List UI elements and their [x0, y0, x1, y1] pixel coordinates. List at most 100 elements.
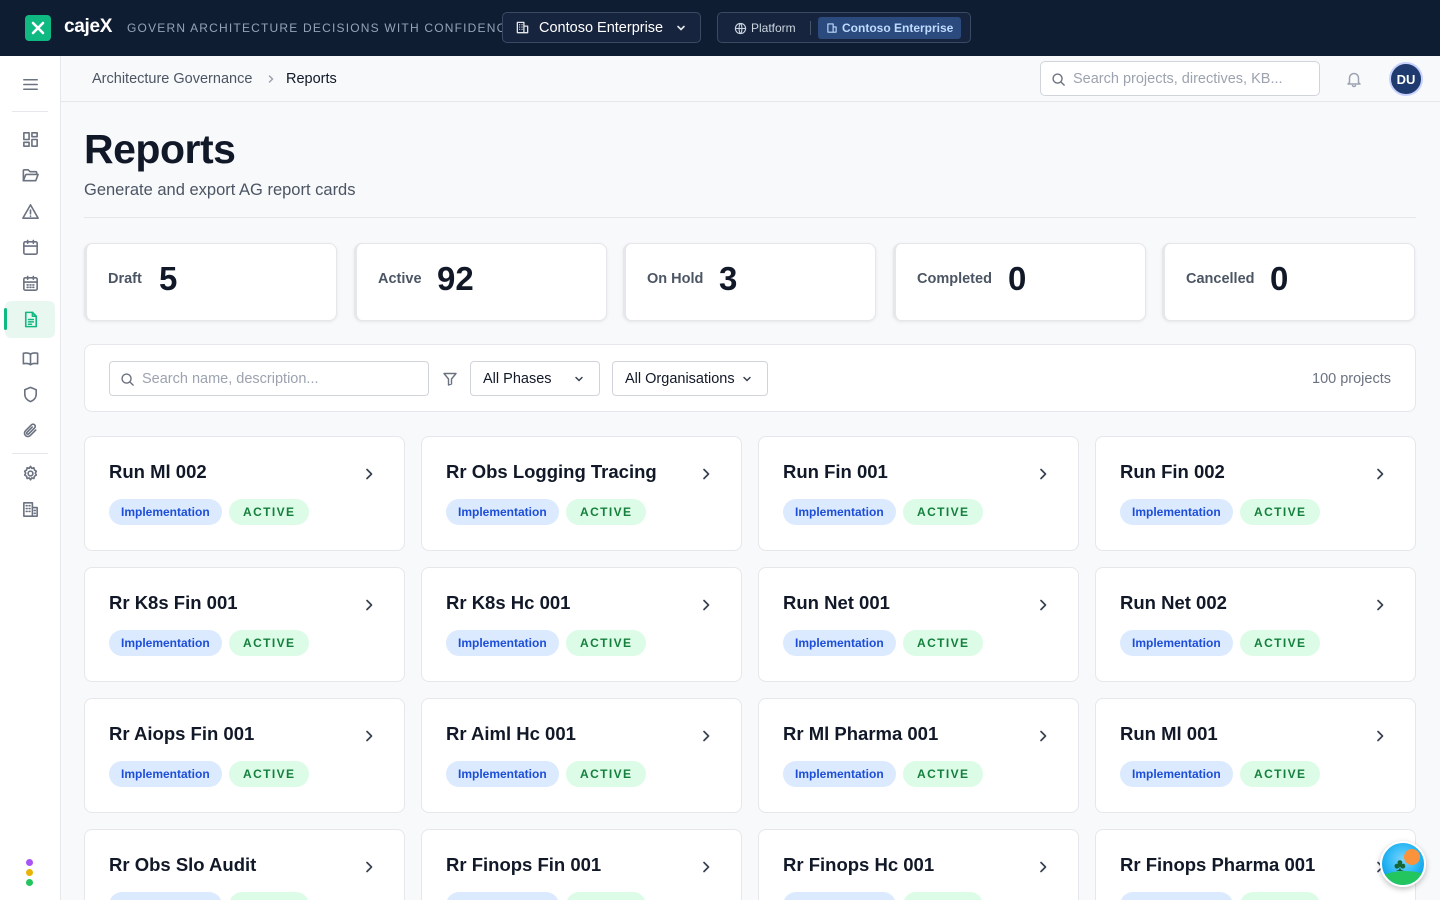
phase-dropdown[interactable]: All Phases	[470, 361, 600, 396]
chevron-down-icon	[743, 376, 751, 382]
phase-badge: Implementation	[1120, 761, 1233, 787]
building-icon[interactable]	[19, 498, 41, 520]
status-badge: ACTIVE	[903, 630, 984, 656]
project-card[interactable]: Rr K8s Fin 001 Implementation ACTIVE	[84, 567, 405, 682]
shield-icon[interactable]	[19, 383, 41, 405]
top-bar: cajeX GOVERN ARCHITECTURE DECISIONS WITH…	[0, 0, 1440, 56]
book-icon[interactable]	[19, 347, 41, 369]
status-badge: ACTIVE	[566, 499, 647, 525]
phase-badge: Implementation	[783, 499, 896, 525]
project-name: Rr K8s Fin 001	[109, 592, 238, 613]
assistant-button[interactable]: ♣	[1380, 841, 1426, 887]
status-dot	[26, 859, 33, 866]
settings-icon[interactable]	[19, 462, 41, 484]
status-badge: ACTIVE	[903, 499, 984, 525]
project-name: Rr Obs Slo Audit	[109, 854, 257, 875]
project-name: Run Ml 001	[1120, 723, 1218, 744]
chevron-right-icon	[1040, 861, 1047, 873]
stat-label: Draft	[108, 271, 142, 287]
chevron-right-icon	[1040, 599, 1047, 611]
menu-icon[interactable]	[19, 73, 41, 95]
context-platform-label: Platform	[751, 21, 796, 35]
sidebar	[0, 56, 61, 900]
stat-value: 3	[719, 260, 738, 297]
project-name: Rr Aiops Fin 001	[109, 723, 255, 744]
bell-icon[interactable]	[1345, 70, 1363, 88]
project-name: Rr Finops Fin 001	[446, 854, 602, 875]
status-badge: ACTIVE	[229, 499, 310, 525]
logo-icon[interactable]	[25, 15, 51, 41]
folder-icon[interactable]	[19, 164, 41, 186]
context-switcher: Platform Contoso Enterprise	[717, 12, 971, 43]
project-card[interactable]: Rr Obs Slo Audit Implementation ACTIVE	[84, 829, 405, 900]
stat-label: On Hold	[647, 271, 704, 287]
title-divider	[84, 217, 1416, 218]
breadcrumb-bar: Architecture Governance Reports DU	[61, 56, 1440, 102]
stat-value: 5	[159, 260, 178, 297]
project-card[interactable]: Rr Obs Logging Tracing Implementation ACTI…	[421, 436, 742, 551]
project-card[interactable]: Run Fin 001 Implementation ACTIVE	[758, 436, 1079, 551]
project-card[interactable]: Run Ml 002 Implementation ACTIVE	[84, 436, 405, 551]
chevron-right-icon	[1040, 730, 1047, 742]
project-card[interactable]: Run Ml 001 Implementation ACTIVE	[1095, 698, 1416, 813]
project-card[interactable]: Rr K8s Hc 001 Implementation ACTIVE	[421, 567, 742, 682]
dashboard-icon[interactable]	[19, 128, 41, 150]
phase-badge: Implementation	[1120, 630, 1233, 656]
page-subtitle: Generate and export AG report cards	[84, 181, 356, 199]
paperclip-icon[interactable]	[19, 419, 41, 441]
project-name: Run Net 001	[783, 592, 890, 613]
project-name: Rr Finops Pharma 001	[1120, 854, 1316, 875]
stat-card-draft[interactable]: Draft 5	[84, 243, 337, 321]
chevron-right-icon	[366, 730, 373, 742]
project-name: Rr Aiml Hc 001	[446, 723, 576, 744]
stat-card-active[interactable]: Active 92	[354, 243, 607, 321]
phase-badge: Implementation	[783, 630, 896, 656]
project-search-input[interactable]	[142, 362, 422, 395]
calendar-grid-icon[interactable]	[19, 272, 41, 294]
project-card[interactable]: Run Net 002 Implementation ACTIVE	[1095, 567, 1416, 682]
sidebar-active-indicator	[4, 308, 7, 330]
stat-card-completed[interactable]: Completed 0	[893, 243, 1146, 321]
global-search-input[interactable]	[1073, 62, 1313, 95]
chevron-right-icon	[366, 468, 373, 480]
project-card[interactable]: Rr Aiml Hc 001 Implementation ACTIVE	[421, 698, 742, 813]
search-icon	[1052, 73, 1065, 86]
brand-name[interactable]: cajeX	[64, 16, 113, 37]
stat-card-cancelled[interactable]: Cancelled 0	[1162, 243, 1415, 321]
context-platform[interactable]: Platform	[734, 21, 796, 35]
report-icon[interactable]	[19, 308, 41, 330]
warning-icon[interactable]	[19, 200, 41, 222]
chevron-down-icon	[677, 25, 685, 31]
context-active[interactable]: Contoso Enterprise	[818, 17, 962, 39]
project-card[interactable]: Rr Ml Pharma 001 Implementation ACTIVE	[758, 698, 1079, 813]
project-name: Rr Finops Hc 001	[783, 854, 935, 875]
project-card[interactable]: Run Net 001 Implementation ACTIVE	[758, 567, 1079, 682]
project-name: Rr Obs Logging Tracing	[446, 461, 657, 482]
filter-icon[interactable]	[442, 371, 458, 387]
status-badge: ACTIVE	[566, 892, 647, 900]
phase-badge: Implementation	[109, 499, 222, 525]
project-name: Run Net 002	[1120, 592, 1227, 613]
palm-tree-icon: ♣	[1394, 855, 1406, 875]
context-divider	[810, 21, 811, 35]
chevron-right-icon	[1377, 730, 1384, 742]
status-badge: ACTIVE	[1240, 499, 1321, 525]
status-badge: ACTIVE	[229, 892, 310, 900]
breadcrumb-architecture-governance[interactable]: Architecture Governance	[92, 71, 253, 87]
organisation-dropdown[interactable]: All Organisations	[612, 361, 768, 396]
chevron-right-icon	[703, 468, 710, 480]
user-avatar[interactable]: DU	[1389, 62, 1423, 96]
stat-card-on-hold[interactable]: On Hold 3	[623, 243, 876, 321]
org-selector[interactable]: Contoso Enterprise	[502, 12, 701, 43]
chevron-down-icon	[575, 376, 583, 382]
project-card[interactable]: Rr Aiops Fin 001 Implementation ACTIVE	[84, 698, 405, 813]
project-card[interactable]: Run Fin 002 Implementation ACTIVE	[1095, 436, 1416, 551]
project-card[interactable]: Rr Finops Pharma 001 Implementation ACTIVE	[1095, 829, 1416, 900]
search-icon	[121, 373, 134, 386]
status-badge: ACTIVE	[1240, 761, 1321, 787]
project-card[interactable]: Rr Finops Hc 001 Implementation ACTIVE	[758, 829, 1079, 900]
calendar-icon[interactable]	[19, 236, 41, 258]
stat-value: 0	[1270, 260, 1289, 297]
project-card[interactable]: Rr Finops Fin 001 Implementation ACTIVE	[421, 829, 742, 900]
status-badge: ACTIVE	[903, 892, 984, 900]
